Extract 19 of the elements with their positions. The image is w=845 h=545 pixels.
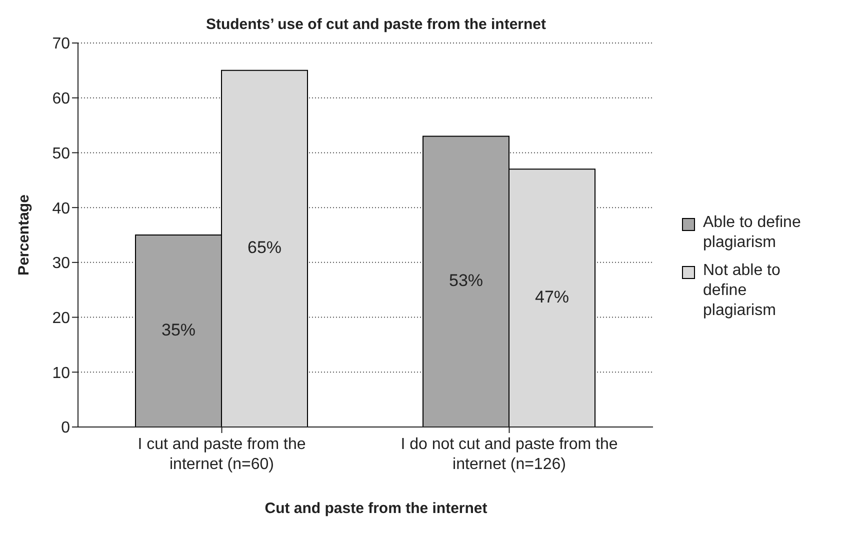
x-tick-label: I do not cut and paste from the internet (n=126) [400,436,618,473]
data-label: 65% [247,238,282,258]
legend-label: Not able to define plagiarism [703,260,782,320]
y-tick-label: 10 [52,364,70,382]
y-tick-label: 0 [61,420,70,437]
chart-title: Students’ use of cut and paste from the internet [204,16,548,33]
x-tick-label: I cut and paste from the internet (n=60) [138,436,306,473]
y-tick-label: 20 [52,310,70,327]
data-label: 35% [161,320,196,340]
x-axis-title: Cut and paste from the internet [264,500,488,517]
legend-label: Able to define plagiarism [703,212,802,252]
y-tick-label: 60 [52,90,70,108]
y-tick-label: 40 [52,200,70,218]
y-axis-title: Percentage [15,194,32,276]
y-tick-label: 70 [52,36,70,53]
data-label: 47% [534,288,570,307]
y-tick-label: 50 [52,145,70,162]
data-label: 53% [448,271,484,290]
y-tick-label: 30 [52,255,70,272]
